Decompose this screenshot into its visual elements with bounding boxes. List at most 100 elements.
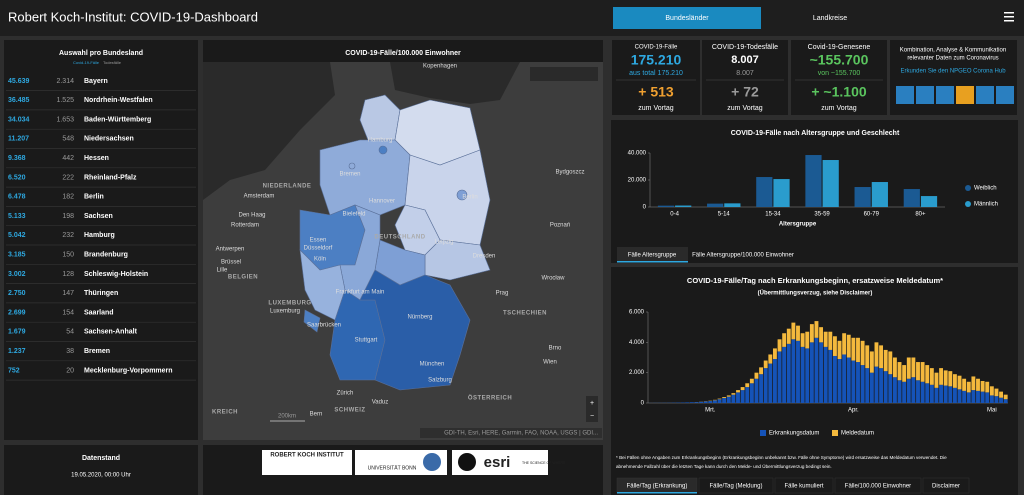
sea — [390, 62, 520, 104]
bar — [707, 203, 724, 207]
y-tick-label: 4.000 — [629, 340, 645, 346]
bar-segment — [1003, 394, 1008, 400]
footnote: abnehmende Fallzahl über die letzten Tag… — [616, 463, 832, 469]
bar-segment — [976, 390, 980, 403]
map-label: Luxemburg — [270, 309, 300, 315]
x-tick-label: Mai — [987, 408, 997, 414]
state-area[interactable] — [348, 162, 356, 170]
chart-subtitle: (Übermittlungsverzug, siehe Disclaimer) — [758, 290, 873, 297]
stat-title: COVID-19-Todesfälle — [712, 44, 778, 51]
panel-title: Auswahl pro Bundesland — [59, 50, 143, 57]
state-name: Schleswig-Holstein — [84, 271, 148, 278]
bar-segment — [842, 354, 847, 403]
state-area[interactable] — [303, 309, 321, 333]
bar-segment — [971, 390, 976, 403]
logo-text: ROBERT KOCH INSTITUT — [270, 453, 344, 459]
sea — [203, 62, 335, 200]
datenstand-value: 19.05.2020, 00:00 Uhr — [71, 473, 131, 479]
state-cases: 2.699 — [8, 309, 26, 316]
bar-segment — [874, 342, 879, 367]
map-label: Bydgoszcz — [555, 170, 584, 176]
bar — [724, 203, 741, 207]
bar-segment — [823, 331, 828, 347]
state-name: Hamburg — [84, 232, 115, 239]
tab[interactable]: Fälle/Tag (Erkrankung) — [627, 484, 688, 490]
tab[interactable]: Fälle kumuliert — [784, 484, 823, 490]
logo-text: THE SCIENCE OF WHERE — [522, 461, 566, 465]
tab[interactable] — [774, 477, 834, 494]
stat-box — [612, 40, 700, 115]
tab[interactable]: Bundesländer — [665, 15, 709, 22]
tab-active[interactable] — [617, 247, 688, 262]
attribution: GDI-TH, Esri, HERE, Garmin, FAO, NOAA, U… — [444, 431, 598, 437]
bar-segment — [740, 387, 745, 391]
state-area[interactable] — [319, 139, 411, 216]
tab[interactable] — [834, 477, 922, 494]
state-deaths: 442 — [62, 155, 74, 162]
state-area[interactable] — [456, 189, 468, 201]
tab-active[interactable] — [613, 7, 761, 29]
zoom-in[interactable]: + — [590, 400, 594, 407]
bar — [675, 205, 692, 207]
bar-segment — [980, 391, 985, 403]
zoom-control[interactable]: +− — [586, 396, 598, 422]
bar-segment — [726, 396, 731, 403]
tab[interactable]: Landkreise — [813, 15, 847, 22]
header-title: Robert Koch-Institut: COVID-19-Dashboard — [8, 9, 258, 24]
bar-segment — [999, 397, 1004, 403]
bar-segment — [966, 392, 971, 403]
map-label: Bern — [310, 412, 323, 418]
state-area[interactable] — [359, 269, 471, 391]
tab[interactable]: Fälle Altersgruppe/100.000 Einwohner — [692, 253, 794, 259]
map-label: ÖSTERREICH — [468, 395, 512, 402]
hub-icons[interactable] — [896, 86, 1014, 104]
bar-segment — [763, 368, 768, 403]
bar-segment — [722, 397, 727, 398]
bar-segment — [906, 357, 911, 379]
state-cases: 9.368 — [8, 155, 26, 162]
stat-change-label: zum Vortag — [727, 105, 763, 112]
tab[interactable]: Fälle Altersgruppe — [628, 253, 677, 259]
bar-segment — [999, 391, 1004, 398]
state-name: Brandenburg — [84, 252, 128, 259]
tab[interactable]: Fälle/Tag (Meldung) — [709, 484, 762, 490]
map-label: Rotterdam — [231, 223, 259, 229]
x-tick-label: Mrt. — [705, 408, 716, 414]
map-label: Zürich — [337, 391, 354, 397]
state-deaths: 150 — [62, 252, 74, 259]
bar-segment — [796, 340, 800, 403]
hub-text: Kombination, Analyse & Kommunikation — [900, 48, 1006, 54]
tab[interactable] — [698, 477, 774, 494]
bar-segment — [805, 348, 810, 403]
map-tools[interactable] — [530, 67, 598, 81]
tab[interactable] — [922, 477, 970, 494]
bar-segment — [800, 346, 805, 403]
bar-segment — [906, 378, 911, 403]
state-deaths: 222 — [62, 174, 74, 181]
logo-rki[interactable] — [262, 450, 352, 475]
state-name: Niedersachsen — [84, 136, 134, 143]
hub-link[interactable]: Erkunden Sie den NPGEO Corona Hub — [900, 69, 1006, 75]
bar-segment — [745, 387, 750, 403]
tab[interactable]: Fälle/100.000 Einwohner — [845, 484, 911, 490]
bar-segment — [828, 331, 833, 350]
datenstand-panel — [4, 445, 198, 495]
state-deaths: 1.525 — [56, 97, 74, 104]
chart-title: COVID-19-Fälle nach Altersgruppe und Ges… — [731, 130, 900, 137]
state-area[interactable] — [378, 145, 388, 155]
tab-underline — [617, 261, 688, 263]
bar — [822, 160, 839, 207]
legend-cases: Covid-19-Fälle — [73, 60, 100, 65]
menu-icon[interactable] — [1004, 12, 1014, 22]
bar-segment — [842, 333, 847, 355]
legend-label: Männlich — [974, 202, 998, 208]
zoom-out[interactable]: − — [590, 413, 594, 420]
map-label: Berlin — [462, 195, 477, 201]
tab[interactable]: Disclaimer — [932, 484, 960, 490]
legend-marker — [965, 185, 971, 191]
y-tick-label: 6.000 — [629, 310, 645, 316]
map-label: Den Haag — [238, 213, 265, 219]
bar-segment — [1003, 399, 1008, 403]
state-deaths: 232 — [62, 232, 74, 239]
